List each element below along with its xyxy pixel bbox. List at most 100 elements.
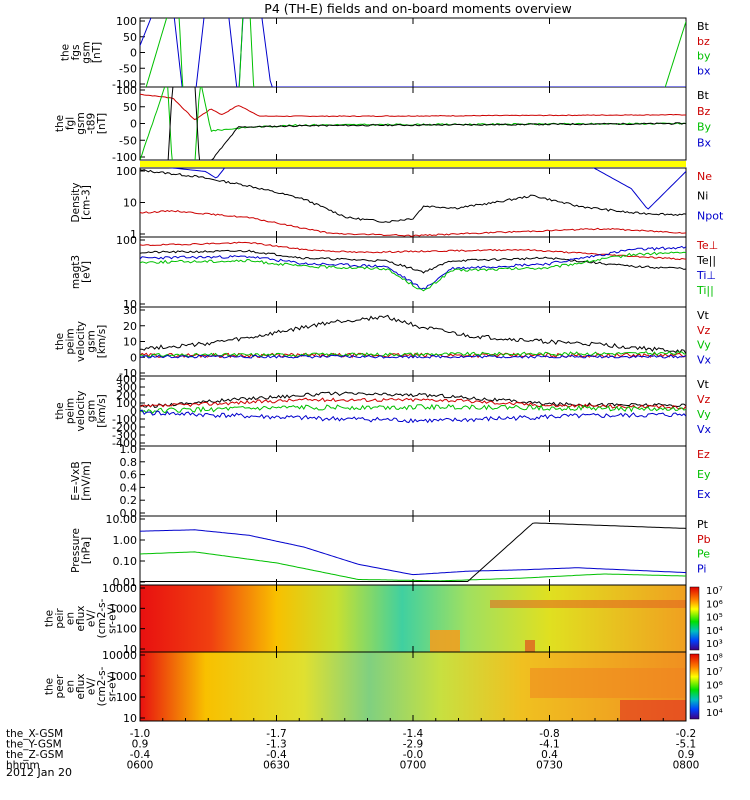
- legend-fgl-By: By: [697, 121, 712, 134]
- y-tick-label-velsm: 0: [130, 351, 137, 364]
- ion-spectrogram-burst: [525, 640, 535, 652]
- y-axis-label-line: sr-eV): [107, 603, 119, 634]
- orbit-row-label: the_X-GSM: [6, 728, 63, 740]
- y-tick-label-fgl: -50: [119, 134, 137, 147]
- legend-dens-Ni: Ni: [697, 190, 708, 203]
- y-tick-label-specI: 100: [116, 623, 137, 636]
- y-axis-label-line: en: [65, 680, 77, 693]
- y-tick-label-press: 0.01: [113, 576, 138, 589]
- series-density-npot: [168, 168, 686, 210]
- y-tick-label-vellg: -100: [112, 413, 137, 426]
- y-tick-label-vellg: 400: [116, 373, 137, 386]
- orbit-row-value: -0.8: [539, 728, 560, 740]
- colorbar-label-specI: 10³: [706, 639, 723, 650]
- y-axis-label-line: the: [59, 44, 71, 61]
- legend-temp-Te||: Te||: [696, 254, 716, 267]
- y-axis-label-line: eflux: [75, 606, 87, 632]
- y-tick-label-vellg: -400: [112, 437, 137, 450]
- y-tick-label-temp: 10: [123, 298, 137, 311]
- colorbar-label-specE: 10⁷: [706, 667, 723, 678]
- series-vellg-vy: [140, 403, 686, 414]
- y-tick-label-vellg: 300: [116, 381, 137, 394]
- y-axis-label-dens: Density[cm-3]: [70, 183, 93, 223]
- y-axis-label-line: the: [54, 333, 66, 350]
- y-tick-label-temp: 100: [116, 234, 137, 247]
- y-tick-label-fgl: 0: [130, 118, 137, 131]
- series-temp-te-perp: [140, 241, 686, 261]
- y-axis-label-line: Pressure: [70, 528, 82, 573]
- orbit-row-label: the_Z-GSM: [6, 749, 64, 761]
- y-axis-label-line: the: [54, 402, 66, 419]
- series-vellg-vx: [140, 409, 686, 424]
- legend-velsm-Vz: Vz: [697, 324, 711, 337]
- legend-fgl-Bz: Bz: [697, 105, 711, 118]
- y-tick-label-fgl: 50: [123, 101, 137, 114]
- colorbar-specI: [689, 586, 700, 651]
- y-tick-label-specE: 10: [123, 712, 137, 725]
- orbit-row-value: -1.7: [266, 728, 287, 740]
- y-tick-label-press: 10.00: [106, 513, 138, 526]
- panel-frame-vellg: [139, 375, 687, 447]
- orbit-row-value: -1.4: [403, 728, 424, 740]
- legend-dens-Ne: Ne: [697, 170, 712, 183]
- series-pressure-pi: [140, 529, 686, 576]
- y-tick-label-efield: 0.8: [120, 456, 138, 469]
- y-tick-label-press: 1.00: [113, 534, 138, 547]
- legend-velsm-Vy: Vy: [697, 339, 711, 352]
- panel-frame-dens: [139, 167, 687, 238]
- y-axis-label-line: gsm: [86, 330, 98, 352]
- colorbar-label-specI: 10⁴: [706, 626, 723, 637]
- panel-frame-fgs: [139, 17, 687, 88]
- legend-fgs-by: by: [697, 50, 711, 63]
- orbit-row-value: -5.1: [676, 739, 697, 751]
- y-axis-label-line: velocity: [75, 390, 87, 431]
- y-axis-label-line: magt3: [70, 255, 82, 289]
- series-vellg-vz: [140, 397, 686, 410]
- colorbar-label-specE: 10⁵: [706, 694, 723, 705]
- series-fgs-bx: [140, 18, 686, 87]
- y-axis-label-line: peir: [54, 608, 66, 629]
- series-vel-vx: [140, 354, 686, 359]
- colorbar-label-specE: 10⁴: [706, 708, 723, 719]
- colorbar-label-specI: 10⁵: [706, 613, 723, 624]
- orbit-row-value: -0.4: [130, 749, 151, 761]
- y-axis-label-line: fgl: [65, 117, 77, 130]
- y-tick-label-fgl: -100: [112, 151, 137, 164]
- y-axis-label-line: [nT]: [96, 113, 108, 134]
- y-axis-label-line: fgs: [70, 45, 82, 61]
- y-axis-label-line: [km/s]: [96, 394, 108, 428]
- orbit-row-label: hhmm: [6, 760, 40, 772]
- y-tick-label-vellg: 200: [116, 389, 137, 402]
- series-fgl-bt: [140, 87, 686, 160]
- y-tick-label-specE: 100: [116, 691, 137, 704]
- legend-press-Pt: Pt: [697, 518, 709, 531]
- date-label: 2012 Jan 20: [6, 766, 72, 779]
- legend-press-Pi: Pi: [697, 562, 706, 575]
- y-tick-label-dens: 100: [116, 165, 137, 178]
- orbit-row-value: 0730: [536, 760, 563, 772]
- y-tick-label-vellg: -300: [112, 429, 137, 442]
- y-tick-label-fgs: 0: [130, 47, 137, 60]
- y-axis-label-line: gsm: [75, 112, 87, 134]
- y-tick-label-velsm: 10: [123, 336, 137, 349]
- y-axis-label-line: velocity: [75, 321, 87, 362]
- y-axis-label-line: peim: [65, 328, 77, 354]
- panel-frame-velsm: [139, 306, 687, 377]
- legend-efield-Ex: Ex: [697, 488, 711, 501]
- y-axis-label-line: the: [54, 115, 66, 132]
- colorbar-label-specI: 10⁷: [706, 586, 723, 597]
- panel-frame-efield: [139, 445, 687, 517]
- orbit-row-value: 0800: [673, 760, 700, 772]
- series-pressure-pe: [140, 551, 686, 582]
- legend-fgs-bz: bz: [697, 35, 710, 48]
- y-tick-label-efield: 0.6: [120, 469, 138, 482]
- panel-frame-temp: [139, 236, 687, 308]
- y-axis-label-line: [cm-3]: [80, 185, 92, 220]
- orbit-row-value: 0630: [263, 760, 290, 772]
- y-tick-label-specI: 10: [123, 643, 137, 656]
- electron-spectrogram-band: [530, 668, 686, 698]
